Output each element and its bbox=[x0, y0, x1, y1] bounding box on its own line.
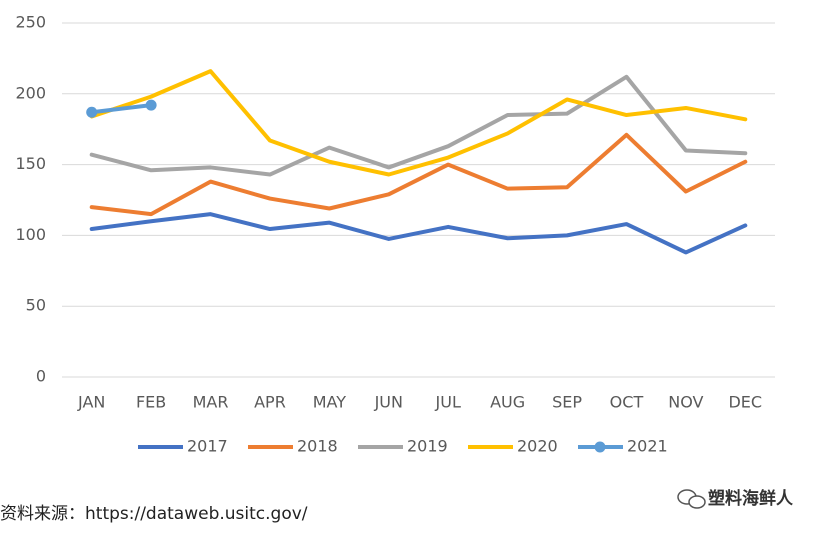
y-tick-label: 100 bbox=[15, 225, 46, 244]
series-line bbox=[89, 132, 748, 217]
watermark: 塑料海鲜人 bbox=[708, 488, 794, 509]
x-tick-label: JUN bbox=[374, 393, 403, 412]
point bbox=[145, 99, 157, 111]
point bbox=[86, 106, 98, 118]
x-tick-label: FEB bbox=[136, 393, 166, 412]
source: 资料来源：https://dataweb.usitc.gov/ bbox=[0, 504, 308, 524]
series-line bbox=[89, 103, 154, 115]
x-tick-label: SEP bbox=[552, 393, 582, 412]
x-tick-label: APR bbox=[254, 393, 286, 412]
series-line bbox=[89, 212, 748, 255]
x-tick-label: AUG bbox=[490, 393, 525, 412]
legend-label: 2018 bbox=[297, 437, 338, 456]
x-tick-label: NOV bbox=[668, 393, 703, 412]
y-tick-label: 50 bbox=[26, 296, 46, 315]
y-tick-label: 0 bbox=[36, 367, 46, 386]
y-tick-label: 250 bbox=[15, 13, 46, 32]
watermark-icon bbox=[677, 489, 706, 509]
legend-label: 2021 bbox=[627, 437, 668, 456]
series-line bbox=[89, 69, 748, 177]
y-tick-label: 200 bbox=[15, 83, 46, 102]
x-tick-label: MAY bbox=[313, 393, 347, 412]
legend-label: 2017 bbox=[187, 437, 228, 456]
x-tick-label: MAR bbox=[193, 393, 229, 412]
legend-marker bbox=[594, 441, 606, 453]
y-tick-label: 150 bbox=[15, 154, 46, 173]
legend-label: 2020 bbox=[517, 437, 558, 456]
x-tick-label: OCT bbox=[610, 393, 644, 412]
x-tick-label: JAN bbox=[77, 393, 105, 412]
legend-label: 2019 bbox=[407, 437, 448, 456]
series-line bbox=[89, 74, 748, 177]
x-tick-label: DEC bbox=[728, 393, 762, 412]
x-tick-label: JUL bbox=[435, 393, 461, 412]
